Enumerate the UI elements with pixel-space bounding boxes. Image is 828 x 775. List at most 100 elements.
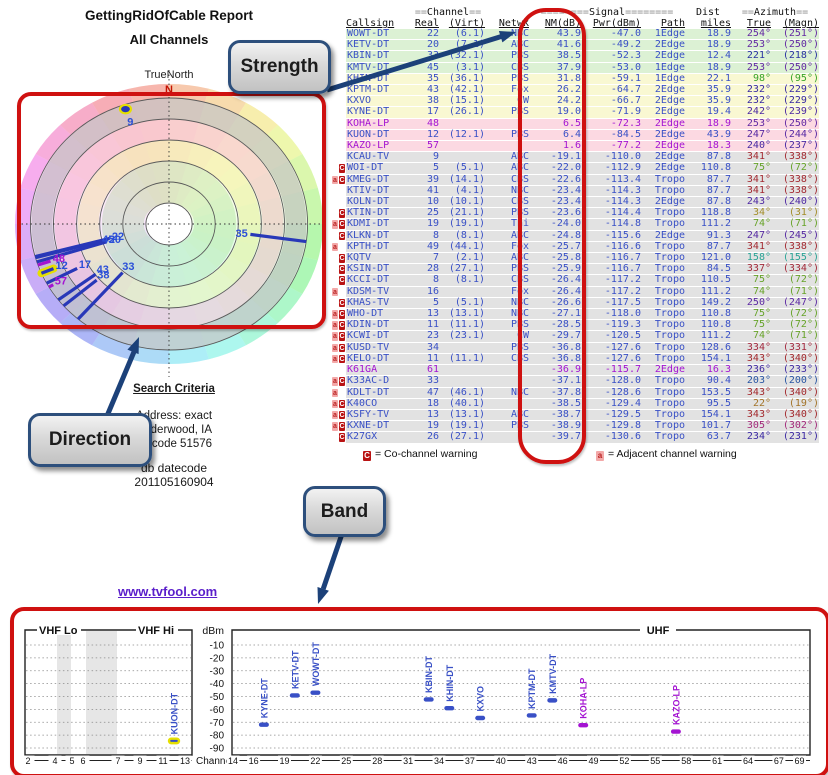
adj-channel-badge: a bbox=[332, 354, 338, 364]
cell-path: 1Edge bbox=[641, 73, 685, 86]
cell-path: Tropo bbox=[641, 331, 685, 343]
cell-netwk: PBS bbox=[485, 342, 529, 354]
table-row: aCKMTV-DT45(3.1)CBS37.9-53.01Edge18.9253… bbox=[332, 62, 819, 74]
cell-real: 5 bbox=[411, 163, 439, 175]
cell-magn: (155°) bbox=[771, 252, 819, 265]
x-tick-label: 7 bbox=[115, 756, 120, 766]
cell-nm: -37.1 bbox=[529, 376, 581, 388]
radar-spoke bbox=[62, 278, 98, 308]
search-city: Underwood, IA bbox=[135, 424, 213, 436]
x-tick-label: 9 bbox=[137, 756, 142, 766]
cell-miles: 18.9 bbox=[685, 118, 731, 130]
tvfool-link[interactable]: www.tvfool.com bbox=[118, 584, 218, 599]
radar-channel-label: 45 bbox=[102, 234, 114, 246]
cell-pwr: -128.0 bbox=[581, 376, 641, 388]
adj-channel-badge: a bbox=[332, 321, 338, 330]
cell-pwr: -113.4 bbox=[581, 174, 641, 186]
cell-nm: 1.6 bbox=[529, 140, 581, 153]
cell-virt: (46.1) bbox=[439, 387, 485, 399]
cell-miles: 87.8 bbox=[685, 152, 731, 164]
cell-real: 33 bbox=[411, 51, 439, 63]
channel-axis-label: Channel bbox=[196, 756, 233, 767]
report-subtitle: All Channels bbox=[129, 32, 209, 47]
cell-magn: (72°) bbox=[771, 275, 819, 287]
cell-netwk: Thi bbox=[485, 219, 529, 231]
cell-netwk: NBC bbox=[485, 29, 529, 41]
cell-miles: 110.8 bbox=[685, 308, 731, 321]
adj-channel-badge: a bbox=[332, 287, 338, 297]
cell-warnings: aC bbox=[332, 50, 346, 63]
cell-callsign: KOHA-LP bbox=[346, 118, 411, 130]
cell-callsign: KTIN-DT bbox=[346, 208, 411, 220]
band-label: VHF Hi bbox=[138, 625, 174, 637]
cell-virt: (13.1) bbox=[439, 409, 485, 422]
cell-true: 158° bbox=[731, 252, 771, 265]
cell-warnings: aC bbox=[332, 207, 346, 219]
cell-true: 243° bbox=[731, 196, 771, 209]
callout-direction: Direction bbox=[28, 413, 152, 467]
cell-real: 39 bbox=[411, 174, 439, 186]
cell-warnings: aC bbox=[332, 364, 346, 376]
table-row: a C KUSD-TV 34 PBS -36.8 -127.6 Tropo 128.6 334°(… bbox=[332, 342, 819, 354]
cell-real: 61 bbox=[411, 364, 439, 377]
cell-nm: 19.0 bbox=[529, 107, 581, 119]
adj-channel-badge: a bbox=[332, 343, 338, 353]
cell-callsign: KBIN-DT bbox=[346, 51, 411, 63]
column-header-pwr: Pwr(dBm) bbox=[592, 18, 641, 29]
cell-virt: (6.1) bbox=[439, 29, 485, 41]
co-channel-badge: C bbox=[339, 220, 345, 229]
table-row: aCKPTH-DT49(44.1)Fox-25.7-116.6Tropo87.7… bbox=[332, 241, 819, 254]
cell-true: 341° bbox=[731, 185, 771, 198]
radar-spoke bbox=[48, 283, 54, 289]
cell-true: 343° bbox=[731, 353, 771, 366]
cell-true: 242° bbox=[731, 107, 771, 119]
cell-magn: (331°) bbox=[771, 342, 819, 354]
cell-pwr: -52.3 bbox=[581, 51, 641, 63]
table-row: aCKLKN-DT8(8.1)ABC-24.8-115.62Edge91.324… bbox=[332, 230, 819, 242]
cell-pwr: -66.7 bbox=[581, 96, 641, 108]
table-row: a C KXNE-DT 19 (19.1) PBS -38.9 -129.8 Tropo 101.… bbox=[332, 420, 819, 433]
cell-magn: (250°) bbox=[771, 118, 819, 130]
group-azimuth: ==Azimuth== bbox=[741, 7, 809, 18]
cell-virt: (8.1) bbox=[439, 230, 485, 242]
adj-channel-badge: a bbox=[332, 388, 338, 397]
cell-real: 9 bbox=[411, 152, 439, 164]
cell-path: Tropo bbox=[641, 432, 685, 444]
cell-magn: (31°) bbox=[771, 208, 819, 220]
search-zipcode: Zipcode 51576 bbox=[135, 438, 213, 450]
table-row: a C KMEG-DT 39 (14.1) CBS -22.6 -113.4 Tropo 87.7… bbox=[332, 174, 819, 186]
cell-true: 341° bbox=[731, 174, 771, 186]
cell-true: 232° bbox=[731, 84, 771, 97]
y-tick-label: -80 bbox=[210, 731, 225, 742]
group-channel: ==Channel== bbox=[414, 7, 482, 18]
cell-virt: (42.1) bbox=[439, 84, 485, 97]
radar-channel-label: 38 bbox=[97, 269, 109, 281]
cell-magn: (218°) bbox=[771, 51, 819, 63]
cell-callsign: KPTH-DT bbox=[346, 241, 411, 254]
x-tick-label: 2 bbox=[25, 756, 30, 766]
y-tick-label: -20 bbox=[210, 653, 225, 664]
band-station-label: KOHA-LP bbox=[579, 678, 589, 719]
cell-miles: 16.3 bbox=[685, 364, 731, 377]
cell-virt: (40.1) bbox=[439, 398, 485, 410]
cell-virt: (7.1) bbox=[439, 40, 485, 52]
cell-netwk: PBS bbox=[485, 320, 529, 332]
cell-path: 2Edge bbox=[641, 107, 685, 119]
cell-true: 236° bbox=[731, 364, 771, 377]
cell-miles: 22.1 bbox=[685, 73, 731, 86]
cell-path: 2Edge bbox=[641, 364, 685, 377]
cell-real: 8 bbox=[411, 275, 439, 287]
cell-miles: 110.5 bbox=[685, 275, 731, 287]
cell-pwr: -115.6 bbox=[581, 230, 641, 242]
cell-path: 1Edge bbox=[641, 62, 685, 74]
co-channel-badge: C bbox=[339, 377, 345, 386]
co-channel-badge: C bbox=[339, 231, 345, 241]
cell-real: 57 bbox=[411, 140, 439, 153]
search-criteria-heading: Search Criteria bbox=[133, 383, 215, 395]
cell-pwr: -115.7 bbox=[581, 364, 641, 377]
cell-virt: (2.1) bbox=[439, 252, 485, 265]
cell-netwk: ABC bbox=[485, 152, 529, 164]
cell-nm: 6.4 bbox=[529, 129, 581, 142]
